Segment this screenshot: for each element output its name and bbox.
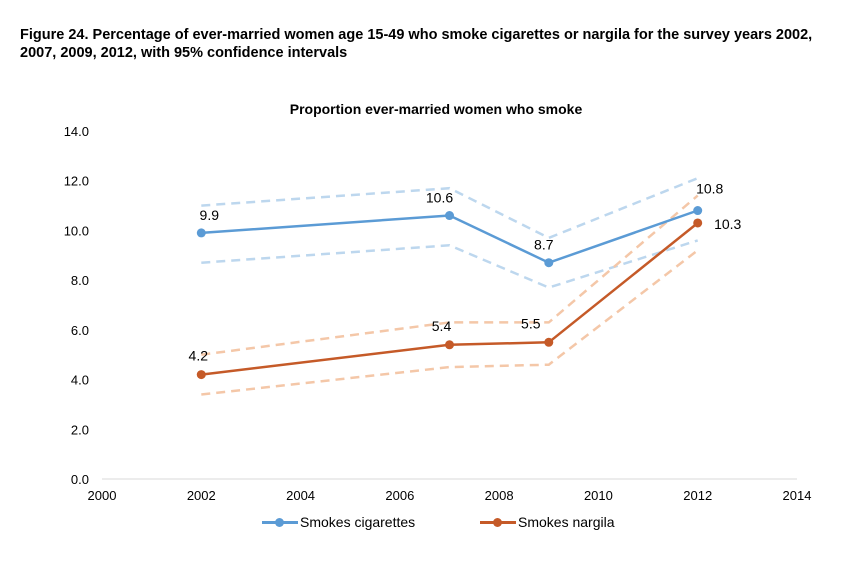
legend-item-nargila: Smokes nargila — [480, 514, 615, 530]
data-point-cigarettes — [544, 258, 554, 268]
y-tick-label: 8.0 — [71, 273, 89, 288]
y-tick-label: 4.0 — [71, 373, 89, 388]
y-tick-label: 0.0 — [71, 472, 89, 487]
data-label-cigarettes: 8.7 — [534, 237, 554, 253]
data-label-cigarettes: 9.9 — [200, 207, 220, 223]
x-tick-label: 2012 — [683, 488, 712, 503]
data-point-nargila — [693, 218, 703, 228]
x-tick-label: 2006 — [385, 488, 414, 503]
confidence-intervals — [201, 177, 699, 396]
data-point-nargila — [196, 370, 206, 380]
y-tick-label: 2.0 — [71, 422, 89, 437]
data-point-cigarettes — [445, 211, 454, 221]
y-tick-label: 12.0 — [64, 174, 89, 189]
line-chart: Proportion ever-married women who smoke … — [64, 101, 812, 503]
data-point-cigarettes — [196, 228, 206, 238]
data-label-cigarettes: 10.6 — [426, 190, 453, 206]
x-tick-label: 2014 — [783, 488, 812, 503]
legend-label-cigarettes: Smokes cigarettes — [300, 514, 416, 530]
legend-item-cigarettes: Smokes cigarettes — [262, 514, 415, 530]
chart-title: Proportion ever-married women who smoke — [290, 101, 583, 117]
legend-swatch-cigarettes — [262, 515, 298, 529]
legend-label-nargila: Smokes nargila — [518, 514, 615, 530]
data-label-nargila: 5.4 — [432, 318, 452, 334]
data-points — [196, 206, 703, 380]
ci-upper-cigarettes — [201, 177, 699, 240]
figure-title: Figure 24. Percentage of ever-married wo… — [20, 27, 813, 61]
x-tick-label: 2010 — [584, 488, 613, 503]
x-tick-label: 2004 — [286, 488, 315, 503]
x-tick-label: 2002 — [187, 488, 216, 503]
legend: Smokes cigarettes Smokes nargila — [0, 514, 843, 536]
data-labels: 9.9 10.6 8.7 10.8 4.2 5.4 5.5 10.3 — [189, 181, 742, 364]
data-label-nargila: 4.2 — [189, 348, 209, 364]
y-tick-label: 10.0 — [64, 223, 89, 238]
x-tick-label: 2008 — [485, 488, 514, 503]
series-lines — [201, 209, 699, 376]
data-point-cigarettes — [693, 206, 703, 216]
series-line-nargila — [201, 222, 699, 376]
data-label-cigarettes: 10.8 — [696, 181, 723, 197]
y-tick-label: 14.0 — [64, 124, 89, 139]
data-label-nargila: 10.3 — [714, 216, 741, 232]
ci-upper-nargila — [201, 194, 699, 356]
series-line-cigarettes — [201, 209, 699, 265]
data-label-nargila: 5.5 — [521, 315, 541, 331]
y-tick-label: 6.0 — [71, 323, 89, 338]
ci-lower-nargila — [201, 249, 699, 396]
legend-swatch-nargila — [480, 515, 516, 529]
data-point-nargila — [544, 337, 554, 347]
axes: 0.0 2.0 4.0 6.0 8.0 10.0 12.0 14.0 2000 2002 2004 2… — [64, 124, 812, 503]
data-point-nargila — [445, 340, 454, 350]
ci-lower-cigarettes — [201, 239, 699, 289]
x-tick-label: 2000 — [88, 488, 117, 503]
